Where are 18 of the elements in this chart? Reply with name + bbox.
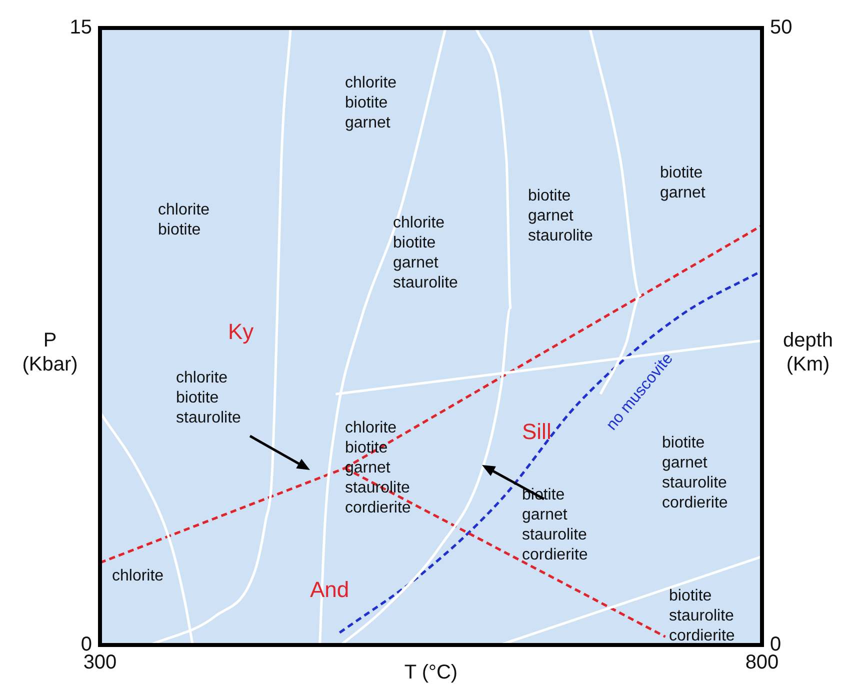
annotation: Ky — [228, 319, 254, 344]
x-tick-label: 300 — [83, 652, 117, 674]
annotation: chlorite biotite — [158, 201, 210, 238]
annotation: chlorite biotite garnet — [345, 74, 397, 132]
annotation: chlorite biotite staurolite — [176, 369, 242, 426]
annotation: biotite garnet — [660, 164, 706, 202]
annotation: biotite garnet staurolite cordierite — [662, 434, 728, 512]
y-tick-label: 15 — [70, 16, 92, 39]
y2-axis-title: depth (Km) — [782, 330, 834, 376]
annotation: biotite garnet staurolite — [528, 187, 594, 244]
annotation: biotite staurolite cordierite — [669, 587, 735, 644]
x-axis-title: T (°C) — [404, 662, 458, 684]
y2-tick-label: 50 — [770, 16, 792, 39]
annotation: Sill — [522, 419, 552, 444]
y-axis-title: P (Kbar) — [22, 330, 78, 376]
annotation: chlorite biotite garnet staurolite — [393, 214, 458, 292]
annotation: chlorite — [112, 567, 164, 584]
annotation: And — [310, 577, 350, 602]
